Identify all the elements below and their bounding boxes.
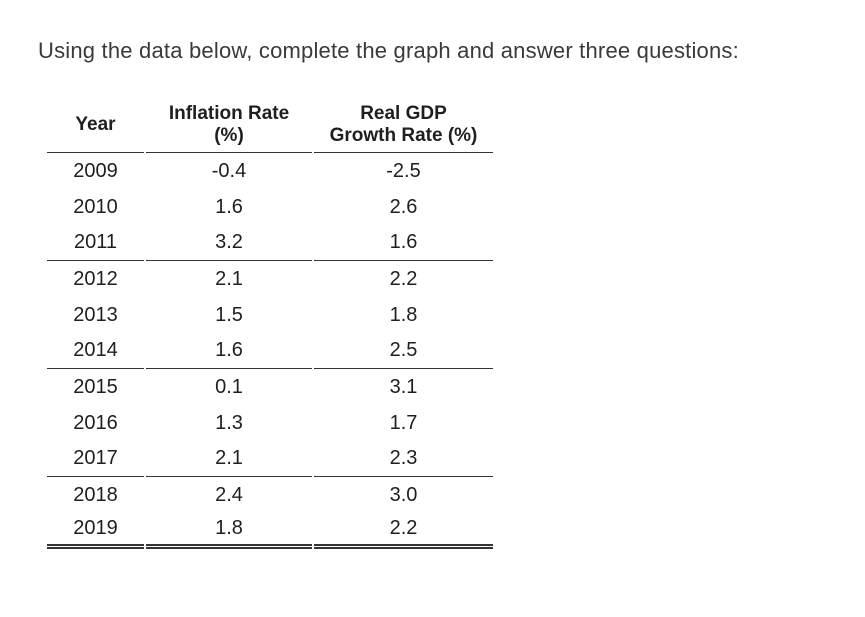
table-row-2018: 2018 2.4 3.0	[47, 477, 493, 513]
inflation-cell: -0.4	[211, 159, 247, 182]
inflation-cell: 1.5	[215, 303, 243, 326]
gdp-cell: -2.5	[386, 159, 421, 182]
gdp-cell: 2.3	[314, 441, 493, 477]
col-header-inflation-rate: Inflation Rate (%)	[146, 100, 312, 153]
col-header-gdp-line2: Growth Rate (%)	[329, 124, 478, 146]
col-header-year: Year	[47, 100, 144, 153]
inflation-cell: 2.1	[146, 441, 312, 477]
year-cell: 2019	[47, 513, 144, 549]
gdp-cell: 2.6	[389, 195, 418, 218]
year-cell: 2016	[73, 411, 118, 434]
inflation-cell: 2.4	[215, 483, 243, 506]
year-cell: 2015	[73, 375, 118, 398]
col-header-gdp-line1: Real GDP	[360, 102, 447, 124]
table-row-2015: 2015 0.1 3.1	[47, 369, 493, 405]
table-row-2014: 2014 1.6 2.5	[47, 333, 493, 369]
year-cell: 2010	[73, 195, 118, 218]
inflation-cell: 1.8	[146, 513, 312, 549]
table-row-2013: 2013 1.5 1.8	[47, 297, 493, 333]
year-cell: 2013	[73, 303, 118, 326]
col-header-gdp-growth: Real GDP Growth Rate (%)	[314, 100, 493, 153]
table-row-2011: 2011 3.2 1.6	[47, 225, 493, 261]
gdp-cell: 3.1	[389, 375, 418, 398]
col-header-inflation-line2: (%)	[214, 124, 244, 146]
data-table: Year Inflation Rate (%) Real GDP Growth …	[45, 100, 495, 549]
year-cell: 2011	[47, 225, 144, 261]
year-cell: 2009	[73, 159, 118, 182]
table-header-row: Year Inflation Rate (%) Real GDP Growth …	[47, 100, 493, 153]
table-row-2017: 2017 2.1 2.3	[47, 441, 493, 477]
inflation-cell: 2.1	[215, 267, 243, 290]
gdp-cell: 1.6	[314, 225, 493, 261]
table-row-2019: 2019 1.8 2.2	[47, 513, 493, 549]
inflation-cell: 1.3	[215, 411, 243, 434]
page-title: Using the data below, complete the graph…	[38, 38, 739, 63]
col-header-year-label: Year	[75, 113, 116, 135]
year-cell: 2012	[73, 267, 118, 290]
gdp-cell: 3.0	[389, 483, 418, 506]
inflation-cell: 1.6	[146, 333, 312, 369]
gdp-cell: 2.5	[314, 333, 493, 369]
inflation-cell: 1.6	[215, 195, 243, 218]
year-cell: 2018	[73, 483, 118, 506]
table-row-2012: 2012 2.1 2.2	[47, 261, 493, 297]
gdp-cell: 2.2	[389, 267, 418, 290]
year-cell: 2017	[47, 441, 144, 477]
table-row-2010: 2010 1.6 2.6	[47, 189, 493, 225]
gdp-cell: 1.8	[389, 303, 418, 326]
col-header-inflation-line1: Inflation Rate	[168, 102, 290, 124]
inflation-cell: 3.2	[146, 225, 312, 261]
gdp-cell: 2.2	[314, 513, 493, 549]
inflation-cell: 0.1	[215, 375, 243, 398]
gdp-cell: 1.7	[389, 411, 418, 434]
table-row-2009: 2009 -0.4 -2.5	[47, 153, 493, 189]
table-row-2016: 2016 1.3 1.7	[47, 405, 493, 441]
year-cell: 2014	[47, 333, 144, 369]
